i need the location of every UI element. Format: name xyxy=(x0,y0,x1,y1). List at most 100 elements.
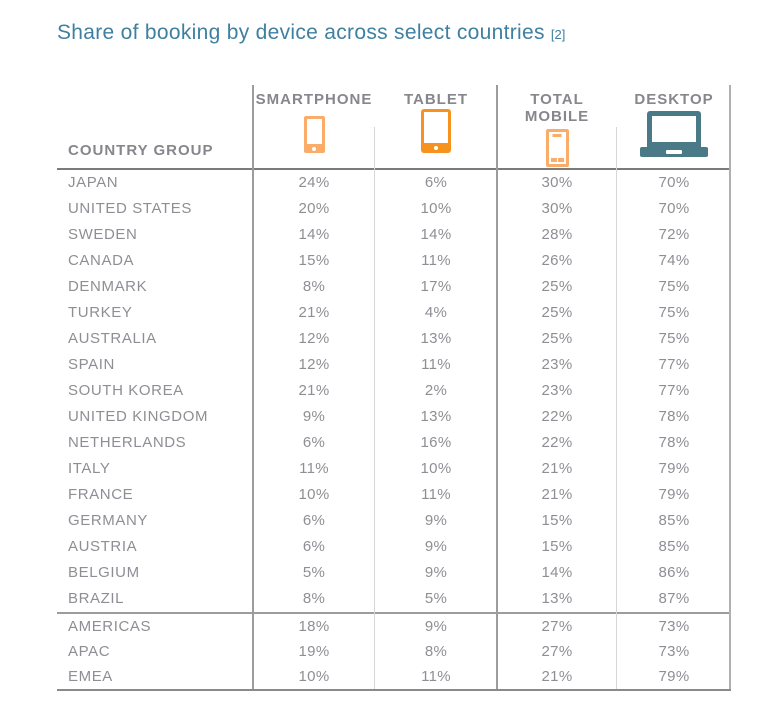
smartphone-value: 5% xyxy=(302,564,326,581)
table-row: CANADA 15% 11% 26% 74% xyxy=(57,248,731,274)
total-mobile-value: 25% xyxy=(541,330,573,347)
desktop-value: 70% xyxy=(658,174,690,191)
header-desktop: DESKTOP xyxy=(617,85,731,168)
smartphone-value: 15% xyxy=(298,252,330,269)
table-row: SOUTH KOREA 21% 2% 23% 77% xyxy=(57,378,731,404)
country-cell: AMERICAS xyxy=(68,618,152,635)
country-rows: JAPAN 24% 6% 30% 70% UNITED STATES 20% 1… xyxy=(57,170,731,612)
smartphone-value: 12% xyxy=(298,356,330,373)
desktop-value: 77% xyxy=(658,356,690,373)
country-cell: UNITED STATES xyxy=(68,200,192,217)
table-header: COUNTRY GROUP SMARTPHONE TABLET TOTAL MO… xyxy=(57,85,731,170)
laptop-icon xyxy=(640,111,708,157)
total-mobile-value: 21% xyxy=(541,486,573,503)
desktop-value: 77% xyxy=(658,382,690,399)
smartphone-value: 24% xyxy=(298,174,330,191)
table-row: UNITED KINGDOM 9% 13% 22% 78% xyxy=(57,404,731,430)
column-divider xyxy=(496,85,498,689)
country-cell: CANADA xyxy=(68,252,135,269)
figure-title: Share of booking by device across select… xyxy=(57,21,565,45)
desktop-value: 73% xyxy=(658,643,690,660)
smartphone-home-button xyxy=(312,147,316,151)
total-mobile-value: 25% xyxy=(541,304,573,321)
tablet-value: 11% xyxy=(421,252,451,269)
table-row: BRAZIL 8% 5% 13% 87% xyxy=(57,586,731,612)
tablet-value: 9% xyxy=(424,618,448,635)
table-right-border xyxy=(729,85,731,689)
total-mobile-value: 22% xyxy=(541,434,573,451)
tablet-value: 9% xyxy=(424,538,448,555)
table-row: AUSTRALIA 12% 13% 25% 75% xyxy=(57,326,731,352)
country-cell: JAPAN xyxy=(68,174,119,191)
table-row: JAPAN 24% 6% 30% 70% xyxy=(57,170,731,196)
smartphone-value: 12% xyxy=(298,330,330,347)
table-row: FRANCE 10% 11% 21% 79% xyxy=(57,482,731,508)
table-row: SWEDEN 14% 14% 28% 72% xyxy=(57,222,731,248)
header-total-mobile: TOTAL MOBILE xyxy=(497,85,617,168)
country-group-label: COUNTRY GROUP xyxy=(68,141,214,159)
tablet-value: 16% xyxy=(420,434,452,451)
country-cell: SOUTH KOREA xyxy=(68,382,184,399)
tablet-value: 4% xyxy=(424,304,448,321)
country-cell: SWEDEN xyxy=(68,226,138,243)
smartphone-value: 8% xyxy=(302,590,326,607)
total-mobile-value: 15% xyxy=(541,512,573,529)
desktop-value: 78% xyxy=(658,434,690,451)
tablet-screen xyxy=(424,112,448,143)
table-row: ITALY 11% 10% 21% 79% xyxy=(57,456,731,482)
table-row: UNITED STATES 20% 10% 30% 70% xyxy=(57,196,731,222)
total-mobile-label: TOTAL MOBILE xyxy=(524,91,590,126)
country-cell: BELGIUM xyxy=(68,564,140,581)
desktop-value: 73% xyxy=(658,618,690,635)
desktop-value: 75% xyxy=(658,278,690,295)
smartphone-value: 11% xyxy=(299,460,329,477)
smartphone-value: 6% xyxy=(302,538,326,555)
laptop-screen xyxy=(647,111,701,147)
table-row: GERMANY 6% 9% 15% 85% xyxy=(57,508,731,534)
table-row: DENMARK 8% 17% 25% 75% xyxy=(57,274,731,300)
smartphone-value: 18% xyxy=(298,618,330,635)
column-divider xyxy=(616,127,617,689)
total-mobile-value: 21% xyxy=(541,668,573,685)
smartphone-value: 9% xyxy=(302,408,326,425)
total-mobile-value: 14% xyxy=(541,564,573,581)
figure-title-text: Share of booking by device across select… xyxy=(57,21,545,44)
total-mobile-value: 28% xyxy=(541,226,573,243)
smartphone-value: 21% xyxy=(298,382,330,399)
header-tablet: TABLET xyxy=(375,85,497,168)
laptop-base xyxy=(640,147,708,157)
tablet-value: 2% xyxy=(424,382,448,399)
country-cell: FRANCE xyxy=(68,486,134,503)
smartphone-value: 20% xyxy=(298,200,330,217)
total-mobile-value: 22% xyxy=(541,408,573,425)
mobile-speaker xyxy=(552,134,562,137)
country-cell: UNITED KINGDOM xyxy=(68,408,209,425)
tablet-value: 11% xyxy=(421,486,451,503)
country-cell: SPAIN xyxy=(68,356,115,373)
country-cell: NETHERLANDS xyxy=(68,434,187,451)
tablet-value: 14% xyxy=(420,226,452,243)
tablet-home-button xyxy=(434,146,438,150)
total-mobile-value: 15% xyxy=(541,538,573,555)
total-mobile-value: 26% xyxy=(541,252,573,269)
tablet-value: 13% xyxy=(420,408,452,425)
desktop-value: 70% xyxy=(658,200,690,217)
mobile-key-right xyxy=(557,158,564,162)
smartphone-value: 10% xyxy=(298,486,330,503)
tablet-value: 11% xyxy=(421,356,451,373)
country-cell: APAC xyxy=(68,643,111,660)
desktop-value: 79% xyxy=(658,486,690,503)
smartphone-value: 6% xyxy=(302,434,326,451)
total-mobile-value: 27% xyxy=(541,643,573,660)
column-divider xyxy=(252,85,254,689)
desktop-value: 75% xyxy=(658,304,690,321)
figure-reference: [2] xyxy=(550,27,566,42)
smartphone-value: 21% xyxy=(298,304,330,321)
total-mobile-value: 21% xyxy=(541,460,573,477)
desktop-label: DESKTOP xyxy=(634,91,714,108)
tablet-value: 13% xyxy=(420,330,452,347)
country-cell: TURKEY xyxy=(68,304,133,321)
total-mobile-value: 23% xyxy=(541,356,573,373)
region-rows: AMERICAS 18% 9% 27% 73% APAC 19% 8% 27% … xyxy=(57,612,731,689)
table-row: NETHERLANDS 6% 16% 22% 78% xyxy=(57,430,731,456)
